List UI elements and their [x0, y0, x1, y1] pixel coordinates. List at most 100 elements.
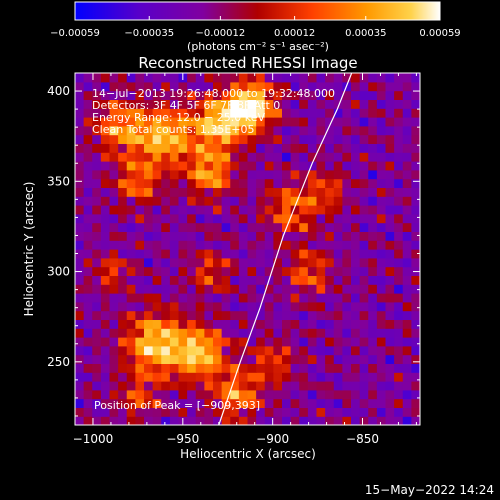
heatmap-cell: [273, 284, 283, 294]
heatmap-cell: [351, 416, 361, 425]
heatmap-cell: [152, 125, 162, 136]
heatmap-cell: [316, 310, 326, 320]
heatmap-cell: [109, 319, 119, 329]
heatmap-cell: [402, 143, 412, 153]
heatmap-cell: [290, 337, 300, 347]
heatmap-cell: [169, 90, 180, 100]
heatmap-cell: [342, 231, 352, 241]
heatmap-cell: [299, 249, 309, 259]
heatmap-cell: [230, 152, 240, 162]
heatmap-cell: [109, 337, 119, 347]
heatmap-cell: [411, 99, 420, 109]
heatmap-cell: [333, 354, 343, 364]
heatmap-cell: [75, 301, 85, 312]
heatmap-cell: [359, 169, 369, 180]
heatmap-cell: [299, 398, 309, 408]
heatmap-cell: [273, 293, 283, 303]
heatmap-cell: [100, 337, 111, 347]
heatmap-cell: [316, 240, 326, 250]
heatmap-cell: [342, 389, 352, 400]
heatmap-cell: [109, 328, 119, 338]
heatmap-cell: [75, 372, 85, 382]
heatmap-cell: [144, 293, 154, 303]
heatmap-cell: [118, 310, 128, 320]
heatmap-cell: [316, 117, 326, 127]
heatmap-cell: [264, 231, 274, 241]
heatmap-cell: [118, 398, 128, 408]
heatmap-cell: [264, 222, 274, 232]
heatmap-cell: [195, 169, 205, 180]
heatmap-cell: [230, 134, 240, 144]
heatmap-cell: [359, 231, 369, 241]
heatmap-cell: [230, 416, 240, 425]
heatmap-cell: [273, 407, 283, 417]
heatmap-cell: [368, 169, 378, 180]
heatmap-cell: [333, 284, 343, 294]
heatmap-cell: [394, 363, 404, 373]
colorbar-tick-label: 0.00035: [345, 28, 386, 39]
heatmap-cell: [402, 117, 412, 127]
heatmap-cell: [368, 240, 378, 250]
heatmap-cell: [264, 240, 274, 250]
heatmap-cell: [92, 319, 102, 329]
heatmap-cell: [187, 169, 197, 180]
heatmap-cell: [307, 319, 318, 329]
heatmap-cell: [161, 222, 171, 232]
heatmap-cell: [109, 416, 119, 425]
heatmap-cell: [273, 178, 283, 188]
heatmap-cell: [169, 81, 180, 92]
heatmap-cell: [187, 337, 197, 347]
heatmap-cell: [83, 363, 93, 373]
heatmap-cell: [195, 125, 205, 136]
heatmap-cell: [325, 73, 335, 83]
heatmap-cell: [238, 134, 249, 144]
heatmap-cell: [342, 363, 352, 373]
heatmap-cell: [385, 319, 395, 329]
heatmap-cell: [169, 178, 180, 188]
heatmap-cell: [299, 266, 309, 276]
heatmap-cell: [333, 416, 343, 425]
heatmap-cell: [83, 99, 93, 109]
heatmap-cell: [290, 284, 300, 294]
heatmap-cell: [325, 196, 335, 206]
heatmap-cell: [178, 407, 188, 417]
heatmap-cell: [83, 134, 93, 144]
heatmap-cell: [118, 249, 128, 259]
heatmap-cell: [359, 310, 369, 320]
heatmap-cell: [359, 301, 369, 312]
heatmap-cell: [161, 231, 171, 241]
heatmap-cell: [100, 293, 111, 303]
heatmap-cell: [109, 125, 119, 136]
heatmap-cell: [342, 328, 352, 338]
heatmap-cell: [282, 301, 292, 312]
heatmap-cell: [135, 249, 145, 259]
heatmap-cell: [109, 134, 119, 144]
heatmap-cell: [316, 381, 326, 391]
heatmap-cell: [92, 81, 102, 92]
heatmap-cell: [75, 249, 85, 259]
heatmap-cell: [161, 152, 171, 162]
heatmap-cell: [75, 345, 85, 356]
heatmap-cell: [385, 99, 395, 109]
heatmap-cell: [299, 381, 309, 391]
heatmap-cell: [376, 389, 387, 400]
heatmap-cell: [376, 337, 387, 347]
heatmap-cell: [368, 90, 378, 100]
heatmap-cell: [385, 266, 395, 276]
heatmap-cell: [221, 134, 231, 144]
heatmap-cell: [75, 328, 85, 338]
heatmap-cell: [169, 73, 180, 83]
heatmap-cell: [204, 187, 214, 197]
heatmap-cell: [342, 293, 352, 303]
heatmap-cell: [109, 161, 119, 171]
heatmap-cell: [238, 90, 249, 100]
heatmap-cell: [325, 205, 335, 215]
heatmap-cell: [238, 196, 249, 206]
heatmap-cell: [359, 389, 369, 400]
colorbar-units-label: (photons cm⁻² s⁻¹ asec⁻²): [187, 40, 329, 53]
heatmap-cell: [316, 196, 326, 206]
heatmap-cell: [376, 275, 387, 285]
heatmap-cell: [100, 354, 111, 364]
heatmap-cell: [394, 293, 404, 303]
heatmap-cell: [83, 143, 93, 153]
